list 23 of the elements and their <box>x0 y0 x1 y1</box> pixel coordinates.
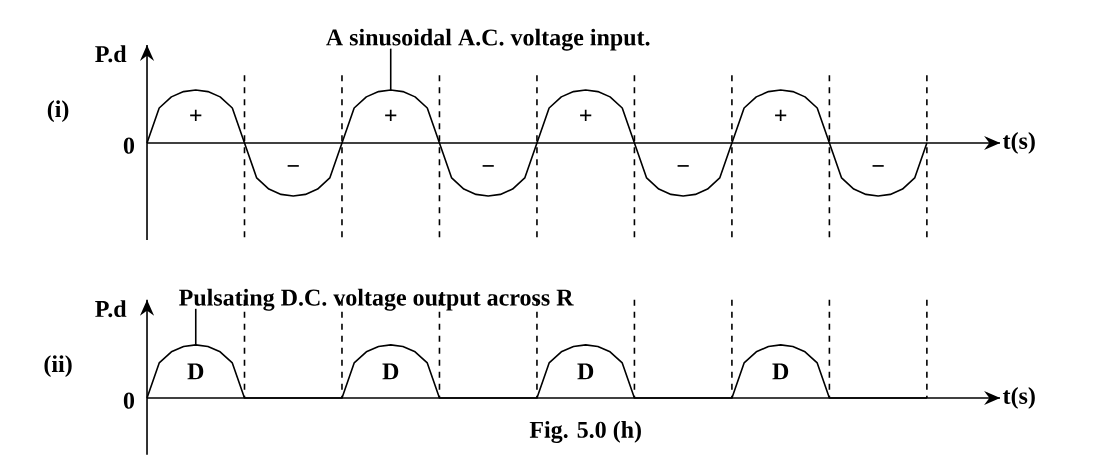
annotation: D <box>577 363 594 380</box>
x-axis-title: t(s) <box>1002 387 1035 409</box>
annotation: + <box>385 109 397 121</box>
annotation: D <box>187 363 204 380</box>
y-axis-title: P.d <box>95 300 127 318</box>
text: (ii) <box>44 355 72 378</box>
annotation: − <box>677 165 689 167</box>
annotation: − <box>872 165 884 167</box>
annotation: − <box>482 165 494 167</box>
caption: Fig. 5.0 (h) <box>529 420 641 443</box>
annotation: + <box>190 109 202 121</box>
annotation: + <box>580 109 592 121</box>
text: 0 <box>123 392 135 409</box>
text: (i) <box>47 100 69 123</box>
text: 0 <box>123 137 135 154</box>
x-axis-title: t(s) <box>1002 132 1035 154</box>
annotation: D <box>382 363 399 380</box>
annotation: D <box>772 363 789 380</box>
annotation: − <box>287 165 299 167</box>
y-axis-title: P.d <box>95 45 127 63</box>
chart-title: A sinusoidal A.C. voltage input. <box>326 28 650 51</box>
chart-title: Pulsating D.C. voltage output across R <box>179 288 574 311</box>
annotation: + <box>775 109 787 121</box>
